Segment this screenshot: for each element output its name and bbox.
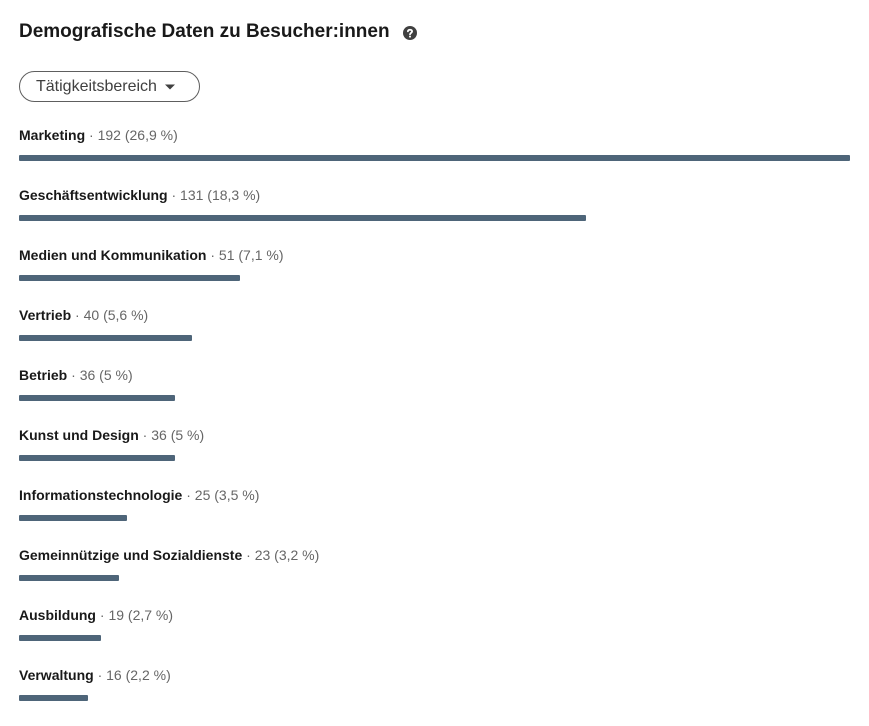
percentage-label: (3,5 %)	[214, 487, 260, 503]
row-label: Betrieb · 36 (5 %)	[19, 367, 133, 383]
bar-row: Gemeinnützige und Sozialdienste · 23 (3,…	[19, 546, 859, 606]
percentage-label: (18,3 %)	[207, 187, 261, 203]
category-label: Medien und Kommunikation	[19, 247, 207, 263]
row-label: Gemeinnützige und Sozialdienste · 23 (3,…	[19, 547, 319, 563]
value-label: 36	[151, 427, 167, 443]
separator: ·	[75, 307, 80, 323]
bar-list: Marketing · 192 (26,9 %) Geschäftsentwick…	[19, 126, 859, 726]
separator: ·	[71, 367, 76, 383]
category-label: Betrieb	[19, 367, 68, 383]
bar	[19, 455, 175, 461]
category-label: Vertrieb	[19, 307, 72, 323]
dropdown[interactable]: Tätigkeitsbereich	[19, 71, 200, 102]
value-label: 36	[79, 367, 96, 383]
separator: ·	[89, 127, 94, 143]
category-label: Gemeinnützige und Sozialdienste	[19, 547, 243, 563]
row-label: Marketing · 192 (26,9 %)	[19, 127, 178, 143]
bar-row: Kunst und Design · 36 (5 %)	[19, 426, 859, 486]
category-label: Geschäftsentwicklung	[19, 187, 168, 203]
percentage-label: (2,2 %)	[125, 667, 171, 683]
chart-title: Demografische Daten zu Besucher:innen	[19, 21, 390, 42]
percentage-label: (5 %)	[170, 427, 205, 443]
separator: ·	[97, 667, 103, 683]
category-label: Kunst und Design	[19, 427, 139, 443]
separator: ·	[210, 247, 216, 263]
percentage-label: (7,1 %)	[238, 247, 284, 263]
bar	[19, 335, 193, 341]
bar	[19, 575, 119, 581]
row-label: Informationstechnologie · 25 (3,5 %)	[19, 487, 259, 503]
bar-row: Geschäftsentwicklung · 131 (18,3 %)	[19, 186, 859, 246]
row-label: Ausbildung · 19 (2,7 %)	[19, 607, 173, 623]
bar	[19, 635, 102, 641]
value-label: 192	[97, 127, 121, 143]
bar-row: Vertrieb · 40 (5,6 %)	[19, 306, 859, 366]
value-label: 25	[194, 487, 211, 503]
value-label: 23	[254, 547, 271, 563]
bar-row: Verwaltung · 16 (2,2 %)	[19, 666, 859, 726]
row-label: Medien und Kommunikation · 51 (7,1 %)	[19, 247, 284, 263]
separator: ·	[186, 487, 191, 503]
help-icon[interactable]	[403, 26, 417, 40]
category-label: Informationstechnologie	[19, 487, 183, 503]
bar	[19, 215, 586, 221]
row-label: Vertrieb · 40 (5,6 %)	[19, 307, 148, 323]
value-label: 16	[106, 667, 122, 683]
value-label: 51	[218, 247, 235, 263]
row-label: Kunst und Design · 36 (5 %)	[19, 427, 204, 443]
value-label: 19	[108, 607, 125, 623]
bar	[19, 515, 128, 521]
percentage-label: (5 %)	[99, 367, 133, 383]
dropdown-caret[interactable]	[164, 83, 176, 91]
separator: ·	[99, 607, 105, 623]
separator: ·	[142, 427, 148, 443]
row-label: Verwaltung · 16 (2,2 %)	[19, 667, 171, 683]
value-label: 40	[83, 307, 100, 323]
bar-row: Medien und Kommunikation · 51 (7,1 %)	[19, 246, 859, 306]
value-label: 131	[180, 187, 204, 203]
separator: ·	[246, 547, 251, 563]
percentage-label: (2,7 %)	[127, 607, 174, 623]
dropdown-label[interactable]: Tätigkeitsbereich	[36, 77, 157, 95]
bar-row: Marketing · 192 (26,9 %)	[19, 126, 859, 186]
percentage-label: (5,6 %)	[103, 307, 149, 323]
row-label: Geschäftsentwicklung · 131 (18,3 %)	[19, 187, 260, 203]
bar	[19, 395, 175, 401]
category-label: Verwaltung	[19, 667, 94, 683]
percentage-label: (3,2 %)	[274, 547, 320, 563]
bar	[19, 695, 89, 701]
category-label: Marketing	[19, 127, 86, 143]
category-label: Ausbildung	[19, 607, 96, 623]
bar-row: Informationstechnologie · 25 (3,5 %)	[19, 486, 859, 546]
bar	[19, 275, 240, 281]
bar-row: Betrieb · 36 (5 %)	[19, 366, 859, 426]
separator: ·	[171, 187, 177, 203]
bar-row: Ausbildung · 19 (2,7 %)	[19, 606, 859, 666]
bar	[19, 155, 850, 161]
percentage-label: (26,9 %)	[124, 127, 178, 143]
